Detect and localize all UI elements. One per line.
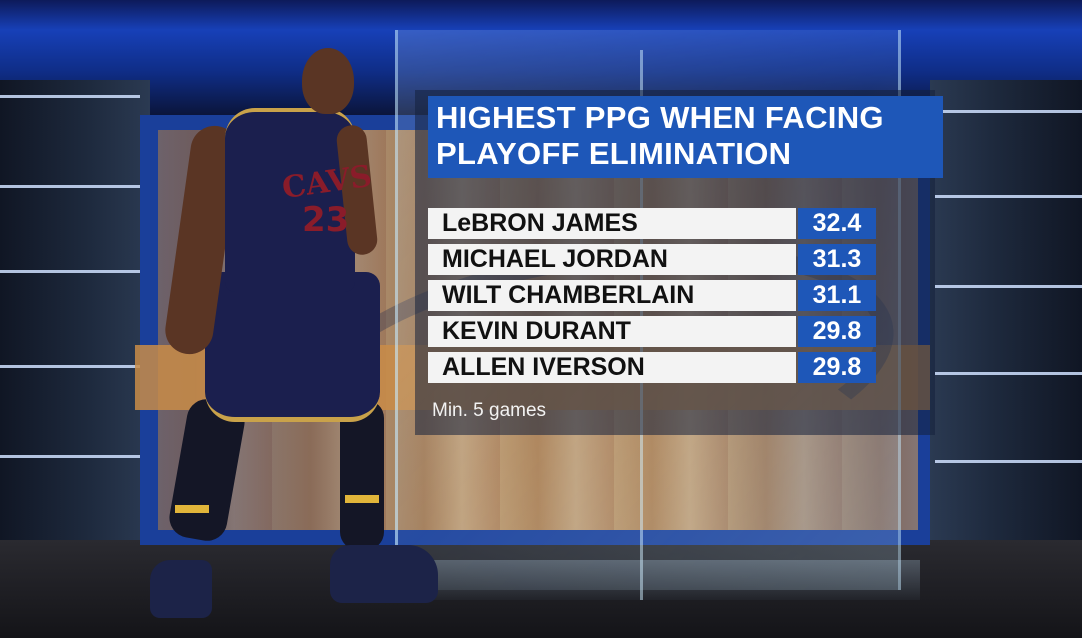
graphic-title-line-2: PLAYOFF ELIMINATION xyxy=(436,136,792,171)
stat-row-name: LeBRON JAMES xyxy=(428,208,796,239)
stat-row-name: ALLEN IVERSON xyxy=(428,352,796,383)
stat-row-value: 29.8 xyxy=(798,352,876,383)
player-jersey xyxy=(225,108,355,292)
glass-base xyxy=(380,560,920,600)
studio-wall-left xyxy=(0,80,150,580)
player-sock xyxy=(345,495,379,503)
player-shoe xyxy=(150,560,212,618)
stat-row-value: 31.3 xyxy=(798,244,876,275)
player-head xyxy=(302,48,354,114)
jersey-number: 23 xyxy=(302,200,350,240)
stat-row-name: MICHAEL JORDAN xyxy=(428,244,796,275)
player-sock xyxy=(175,505,209,513)
stat-row-value: 31.1 xyxy=(798,280,876,311)
light-stripe xyxy=(0,95,140,98)
light-stripe xyxy=(0,185,140,188)
player-shorts xyxy=(205,272,380,422)
light-stripe xyxy=(935,195,1082,198)
light-stripe xyxy=(935,372,1082,375)
stat-row-value: 29.8 xyxy=(798,316,876,347)
light-stripe xyxy=(935,460,1082,463)
studio-wall-right xyxy=(930,80,1082,580)
light-stripe xyxy=(0,270,140,273)
stat-row-value: 32.4 xyxy=(798,208,876,239)
light-stripe xyxy=(935,285,1082,288)
light-stripe xyxy=(0,455,140,458)
graphic-title-box xyxy=(428,96,943,178)
stat-row-name: KEVIN DURANT xyxy=(428,316,796,347)
player-leg xyxy=(340,400,384,550)
player-shoe xyxy=(330,545,438,603)
light-stripe xyxy=(935,110,1082,113)
graphic-footnote: Min. 5 games xyxy=(432,400,547,421)
light-stripe xyxy=(0,365,140,368)
graphic-title-line-1: HIGHEST PPG WHEN FACING xyxy=(436,100,884,135)
stat-row-name: WILT CHAMBERLAIN xyxy=(428,280,796,311)
